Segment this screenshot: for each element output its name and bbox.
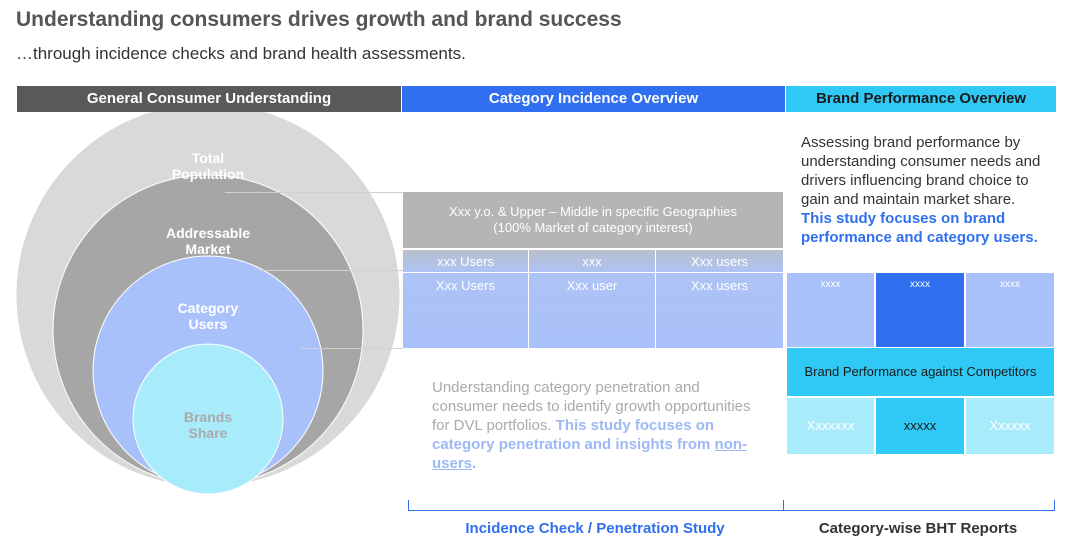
geo-line-1: Xxx y.o. & Upper – Middle in specific Ge… xyxy=(448,204,738,219)
category-description: Understanding category penetration and c… xyxy=(432,379,751,472)
grid-r1-c1: xxx Users xyxy=(436,254,495,269)
connector-category xyxy=(300,348,403,349)
connector-total xyxy=(225,192,403,193)
grid-r1-c2: xxx xyxy=(582,254,602,269)
bp-bottom-cell-2: xxxxx xyxy=(876,398,964,454)
bp-bottom-cell-1: Xxxxxxx xyxy=(787,398,874,454)
label-addressable-market: Addressable Market xyxy=(165,225,251,257)
bp-bottom-cell-3: Xxxxxx xyxy=(966,398,1054,454)
geography-box: Xxx y.o. & Upper – Middle in specific Ge… xyxy=(403,192,783,248)
population-funnel-circles xyxy=(15,112,401,495)
category-user-grid: xxx Users xxx Xxx users Xxx Users Xxx us… xyxy=(403,250,783,348)
header-category-incidence: Category Incidence Overview xyxy=(402,86,785,112)
page-subtitle: …through incidence checks and brand heal… xyxy=(16,44,466,63)
footer-bht-reports: Category-wise BHT Reports xyxy=(818,520,1018,537)
grid-r1-c3: Xxx users xyxy=(690,254,749,269)
non-users-link: non-users xyxy=(432,436,748,472)
bp-top-cell-1: xxxx xyxy=(787,273,874,347)
label-category-users: Category Users xyxy=(177,300,239,332)
page-title: Understanding consumers drives growth an… xyxy=(16,8,622,31)
header-brand-performance: Brand Performance Overview xyxy=(786,86,1056,112)
label-total-population: Total Population xyxy=(171,150,245,182)
footer-incidence-check: Incidence Check / Penetration Study xyxy=(465,520,725,537)
bp-top-cell-2: xxxx xyxy=(876,273,964,347)
bracket-bht xyxy=(783,500,1055,511)
bp-top-cell-3: xxxx xyxy=(966,273,1054,347)
bracket-incidence xyxy=(408,500,784,511)
brand-vs-competitors-bar: Brand Performance against Competitors xyxy=(787,348,1054,396)
brand-description: Assessing brand performance by understan… xyxy=(801,134,1041,246)
brands-share-circle xyxy=(132,343,284,495)
header-general-consumer: General Consumer Understanding xyxy=(17,86,401,112)
geo-line-2: (100% Market of category interest) xyxy=(493,220,693,235)
label-brands-share: Brands Share xyxy=(183,409,233,441)
grid-r2-c1: Xxx Users xyxy=(435,278,496,293)
connector-addressable xyxy=(260,270,403,271)
grid-r2-c3: Xxx users xyxy=(690,278,749,293)
grid-r2-c2: Xxx user xyxy=(566,278,618,293)
